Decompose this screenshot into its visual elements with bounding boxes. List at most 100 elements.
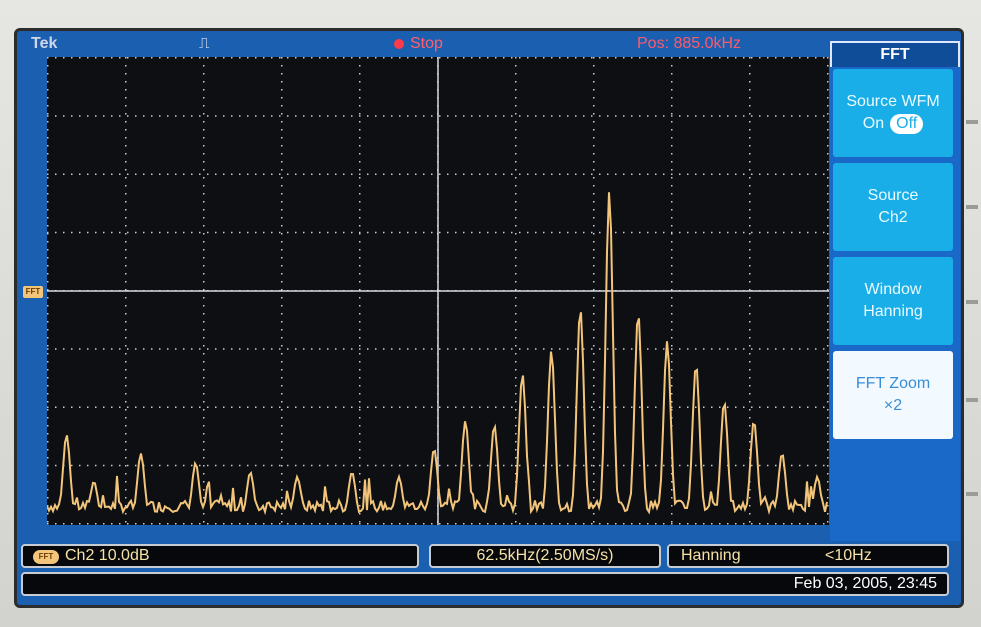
grid-dot: [591, 348, 593, 350]
grid-dot: [511, 406, 513, 408]
grid-dot: [455, 57, 457, 59]
grid-dot: [111, 57, 113, 59]
grid-dot: [359, 489, 361, 491]
grid-dot: [79, 464, 81, 467]
grid-dot: [247, 406, 249, 408]
grid-dot: [515, 209, 517, 211]
source-wfm-option[interactable]: Source WFM On Off: [833, 69, 953, 157]
grid-dot: [719, 173, 721, 175]
grid-dot: [559, 523, 561, 525]
grid-dot: [203, 497, 205, 499]
fft-zoom-option[interactable]: FFT Zoom ×2: [833, 351, 953, 439]
grid-dot: [749, 169, 751, 171]
grid-dot: [503, 406, 505, 408]
grid-dot: [127, 173, 129, 175]
grid-dot: [359, 464, 361, 467]
grid-dot: [749, 185, 751, 187]
grid-dot: [125, 81, 127, 83]
grid-dot: [827, 193, 829, 195]
grid-dot: [255, 464, 257, 467]
grid-dot: [203, 513, 205, 515]
grid-dot: [759, 348, 761, 350]
grid-dot: [295, 57, 297, 59]
grid-dot: [183, 406, 185, 408]
grid-dot: [47, 305, 49, 307]
source-wfm-off[interactable]: Off: [890, 114, 924, 134]
grid-dot: [359, 145, 361, 147]
grid-dot: [125, 465, 127, 467]
grid-dot: [247, 231, 249, 234]
grid-dot: [671, 217, 673, 219]
grid-dot: [607, 523, 609, 525]
grid-dot: [515, 233, 517, 235]
grid-dot: [63, 348, 65, 350]
grid-dot: [125, 257, 127, 259]
grid-dot: [687, 464, 689, 467]
grid-dot: [203, 393, 205, 395]
grid-dot: [47, 105, 49, 107]
grid-dot: [431, 523, 433, 525]
grid-dot: [47, 523, 49, 525]
grid-dot: [327, 348, 329, 350]
grid-dot: [95, 464, 97, 467]
grid-dot: [711, 115, 713, 117]
grid-dot: [383, 348, 385, 350]
grid-dot: [47, 401, 49, 403]
grid-dot: [47, 473, 49, 475]
grid-dot: [515, 257, 517, 259]
grid-dot: [287, 464, 289, 467]
grid-dot: [695, 173, 697, 175]
grid-dot: [515, 441, 517, 443]
grid-dot: [735, 173, 737, 175]
source-wfm-toggle[interactable]: On Off: [862, 113, 924, 135]
grid-dot: [567, 464, 569, 467]
grid-dot: [711, 523, 713, 525]
grid-dot: [159, 57, 161, 59]
grid-dot: [311, 406, 313, 408]
grid-dot: [359, 513, 361, 515]
grid-dot: [655, 115, 657, 117]
grid-dot: [515, 81, 517, 83]
grid-dot: [479, 464, 481, 467]
source-channel-option[interactable]: Source Ch2: [833, 163, 953, 251]
grid-dot: [47, 233, 49, 235]
fft-reference-marker[interactable]: FFT: [23, 286, 43, 298]
window-option[interactable]: Window Hanning: [833, 257, 953, 345]
grid-dot: [527, 348, 529, 350]
grid-dot: [749, 409, 751, 411]
grid-dot: [647, 57, 649, 59]
fft-trace: [47, 192, 828, 516]
grid-dot: [567, 348, 569, 350]
grid-dot: [127, 464, 129, 467]
grid-dot: [183, 57, 185, 59]
grid-dot: [515, 393, 517, 395]
grid-dot: [593, 361, 595, 363]
grid-dot: [125, 121, 127, 123]
grid-dot: [567, 523, 569, 525]
grid-dot: [827, 409, 829, 411]
grid-dot: [827, 121, 829, 123]
grid-dot: [407, 173, 409, 175]
grid-dot: [749, 441, 751, 443]
grid-dot: [125, 353, 127, 355]
grid-dot: [827, 73, 829, 75]
grid-dot: [143, 173, 145, 175]
grid-dot: [827, 369, 829, 371]
grid-dot: [515, 145, 517, 147]
grid-dot: [487, 464, 489, 467]
grid-dot: [727, 406, 729, 408]
grid-dot: [663, 115, 665, 117]
grid-dot: [111, 406, 113, 408]
grid-dot: [711, 173, 713, 175]
grid-dot: [125, 265, 127, 267]
grid-dot: [511, 523, 513, 525]
grid-dot: [47, 345, 49, 347]
grid-dot: [319, 523, 321, 525]
grid-dot: [639, 523, 641, 525]
grid-dot: [63, 115, 65, 117]
grid-dot: [815, 523, 817, 525]
grid-dot: [47, 97, 49, 99]
source-wfm-on[interactable]: On: [862, 115, 885, 132]
grid-dot: [583, 115, 585, 117]
grid-dot: [807, 348, 809, 350]
